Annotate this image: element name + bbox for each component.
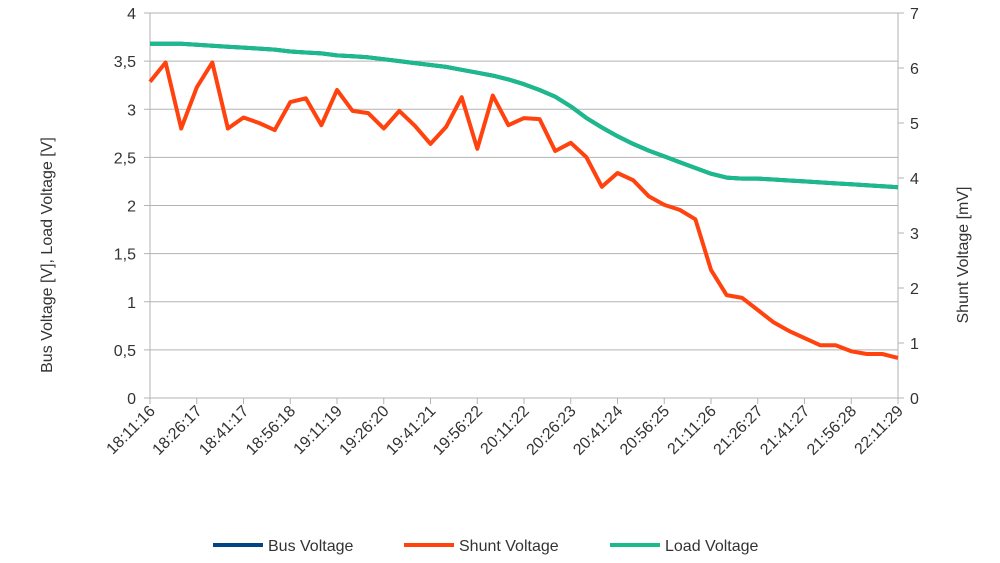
- legend-label: Bus Voltage: [268, 538, 354, 555]
- x-tick-label: 20:56:25: [617, 403, 673, 459]
- y2-tick-label: 7: [910, 6, 919, 23]
- y2-tick-label: 5: [910, 116, 919, 133]
- x-tick-label: 19:41:21: [383, 403, 439, 459]
- y-tick-label: 2: [127, 199, 136, 216]
- y2-tick-label: 1: [910, 336, 919, 353]
- x-tick-label: 21:11:26: [665, 403, 720, 458]
- x-tick-label: 18:41:17: [196, 403, 252, 459]
- x-tick-label: 18:11:16: [104, 403, 159, 458]
- y-tick-label: 1,5: [114, 247, 136, 264]
- x-tick-label: 21:56:28: [804, 403, 860, 459]
- y-axis-title: Bus Voltage [V], Load Voltage [V]: [39, 137, 56, 373]
- legend-label: Shunt Voltage: [459, 538, 559, 555]
- x-tick-label: 18:26:17: [150, 403, 206, 459]
- x-tick-label: 20:41:24: [570, 403, 626, 459]
- y-tick-label: 4: [127, 6, 136, 23]
- x-tick-label: 19:26:20: [337, 403, 393, 459]
- y2-tick-label: 4: [910, 171, 919, 188]
- y-tick-label: 1: [127, 295, 136, 312]
- x-tick-label: 20:11:22: [478, 403, 533, 458]
- x-tick-label: 20:26:23: [524, 403, 580, 459]
- y2-axis-title: Shunt Voltage [mV]: [955, 187, 972, 324]
- data-line: [150, 41, 899, 190]
- y2-tick-label: 0: [910, 391, 919, 408]
- x-tick-label: 21:26:27: [711, 403, 767, 459]
- y-tick-label: 3: [127, 102, 136, 119]
- y2-tick-label: 2: [910, 281, 919, 298]
- y-tick-label: 0: [127, 391, 136, 408]
- x-tick-label: 19:56:22: [430, 403, 486, 459]
- y2-tick-label: 6: [910, 61, 919, 78]
- x-tick-label: 18:56:18: [243, 403, 299, 459]
- x-tick-label: 21:41:27: [757, 403, 813, 459]
- x-tick-label: 22:11:29: [852, 403, 907, 458]
- y-tick-label: 0,5: [114, 343, 136, 360]
- data-line: [148, 60, 899, 360]
- y2-tick-label: 3: [910, 226, 919, 243]
- data-line: [150, 41, 899, 190]
- y-tick-label: 2,5: [114, 150, 136, 167]
- x-tick-label: 19:11:19: [291, 403, 346, 458]
- legend-label: Load Voltage: [665, 538, 759, 555]
- y-tick-label: 3,5: [114, 54, 136, 71]
